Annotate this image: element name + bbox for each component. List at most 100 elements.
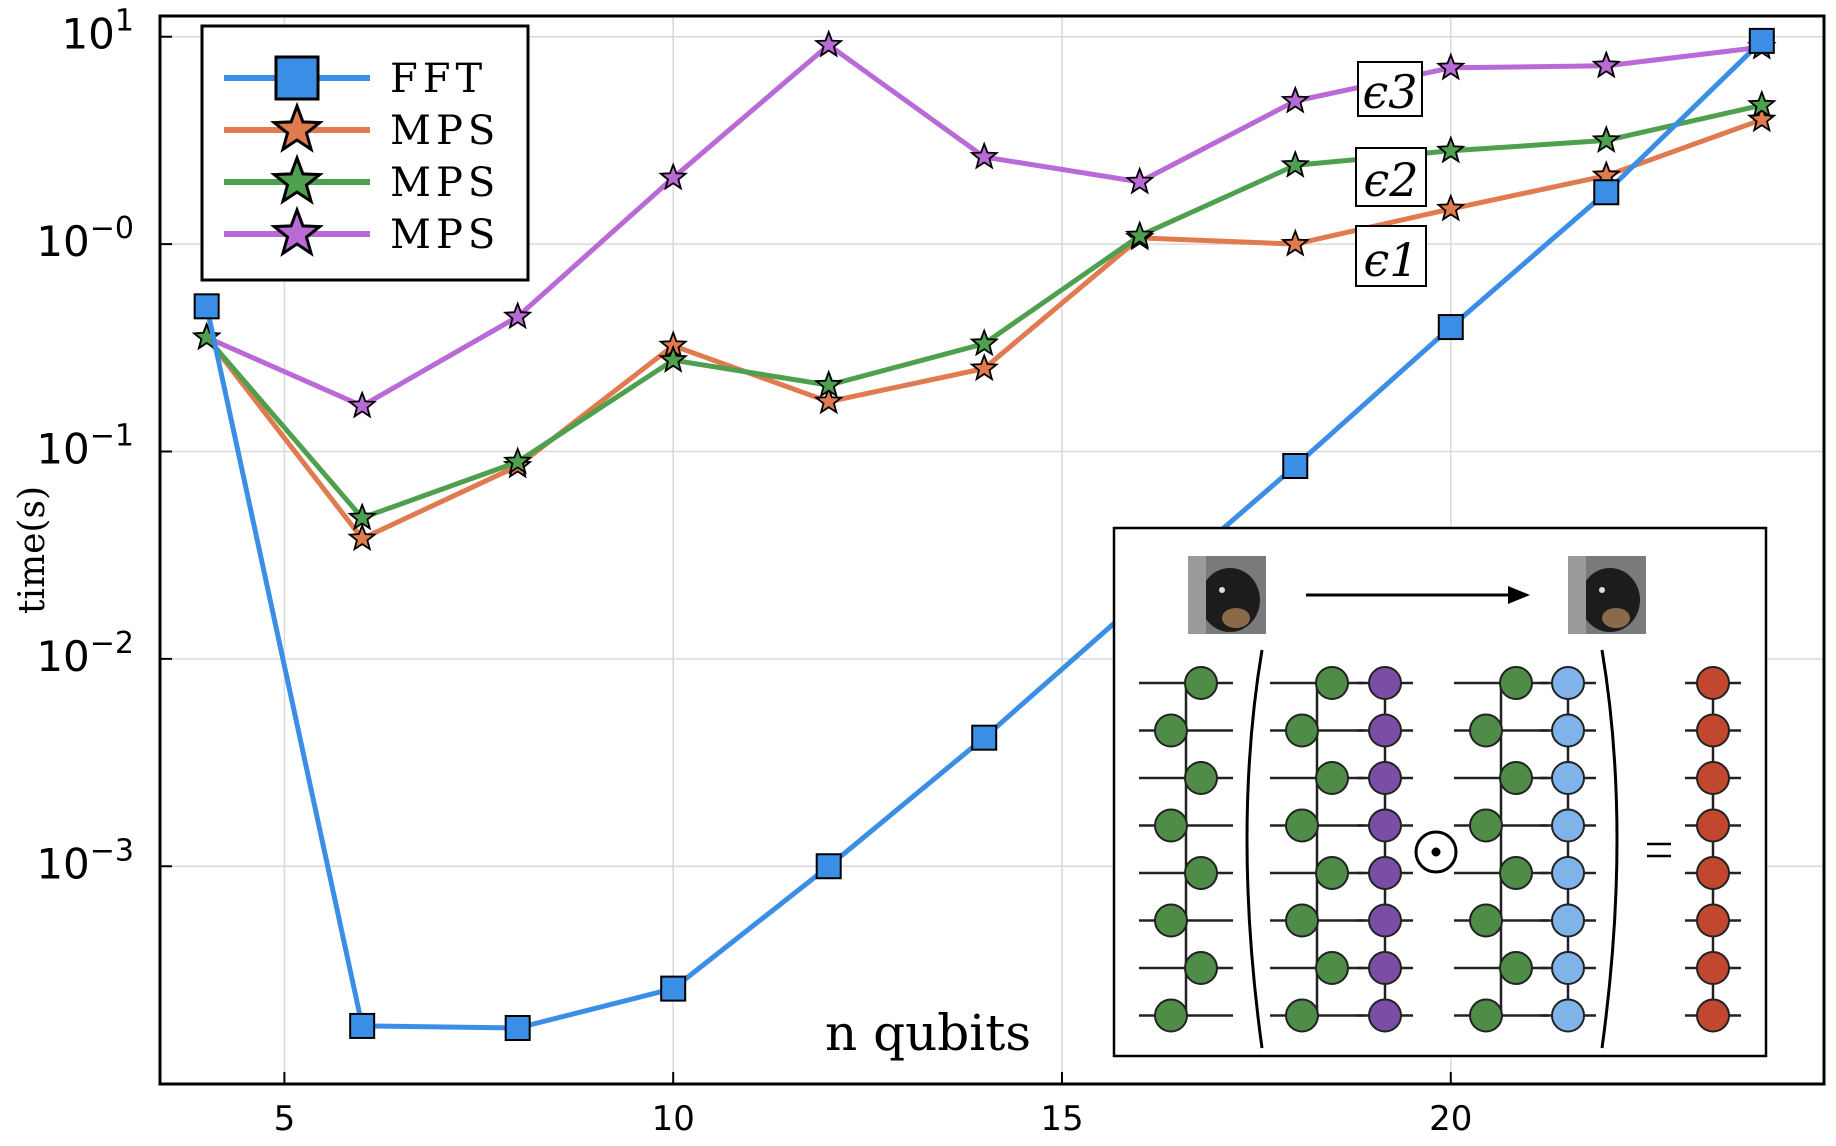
tensor-node (1154, 903, 1188, 938)
x-axis-label-box: n qubits (800, 994, 1050, 1066)
data-point (969, 352, 1000, 382)
tensor-node (1285, 713, 1319, 748)
tensor-node (1469, 998, 1503, 1033)
tensor-node (1368, 666, 1402, 700)
y-tick-label: 10−3 (36, 833, 134, 888)
data-point (1280, 228, 1311, 257)
data-point (347, 390, 377, 419)
tensor-node (1696, 713, 1730, 748)
data-point (969, 141, 1000, 170)
tensor-node (1184, 761, 1218, 795)
tensor-node (1368, 856, 1402, 890)
legend-marker (274, 55, 320, 101)
tensor-node (1551, 666, 1585, 700)
legend-marker (270, 153, 324, 205)
tensor-node (1696, 761, 1730, 795)
data-point (347, 502, 377, 531)
data-point (1435, 52, 1466, 81)
x-tick-label: 10 (652, 1099, 695, 1139)
data-point (504, 1015, 531, 1042)
tensor-node (1315, 666, 1349, 700)
data-point (1280, 149, 1311, 178)
legend-marker (270, 101, 324, 153)
axes (158, 14, 1826, 1086)
dog-photo-input (1188, 556, 1266, 634)
data-point (1591, 50, 1621, 79)
tensor-node (1696, 808, 1730, 843)
tensor-node (1551, 951, 1585, 985)
tensor-node (1499, 951, 1533, 985)
tensor-node (1285, 808, 1319, 843)
legend-label: MPS (390, 212, 500, 258)
tensor-node (1469, 903, 1503, 938)
tensor-node (1499, 666, 1533, 700)
data-point (193, 293, 220, 320)
tensor-node (1551, 903, 1585, 938)
annotation-epsilon1: ϵ1 (1355, 225, 1427, 287)
annotation-epsilon1-label: ϵ1 (1363, 233, 1418, 287)
data-point (1746, 89, 1777, 118)
data-point (658, 344, 689, 373)
data-point (502, 301, 533, 330)
tensor-node (1184, 666, 1218, 700)
tensor-node (1696, 903, 1730, 938)
y-axis-label: time(s) (12, 486, 53, 614)
data-point (813, 29, 844, 58)
data-point (1280, 85, 1311, 114)
series (191, 27, 1777, 1042)
legend-label: MPS (390, 160, 500, 206)
x-axis-ticks: 5 10 15 20 (274, 1072, 1472, 1139)
y-axis-ticks: 10−3 10−2 10−1 10−0 101 (36, 4, 172, 888)
data-point (347, 523, 377, 552)
mps-chains (1139, 666, 1741, 1033)
y-tick-label: 101 (61, 4, 134, 59)
legend-label: FFT (390, 56, 487, 102)
tensor-node (1368, 903, 1402, 938)
legend-marker (270, 205, 324, 257)
data-point (813, 386, 844, 415)
right-paren (1600, 649, 1619, 1049)
data-point (1591, 124, 1622, 153)
tensor-node (1315, 951, 1349, 985)
data-point (969, 328, 999, 357)
data-point (1593, 179, 1620, 206)
tensor-node (1696, 951, 1730, 985)
data-point (502, 446, 533, 475)
tensor-node (1368, 761, 1402, 795)
tensor-node (1551, 761, 1585, 795)
tensor-node (1184, 951, 1218, 985)
annotation-epsilon2-label: ϵ2 (1363, 153, 1418, 207)
legend: FFT MPS MPS MPS (200, 24, 530, 282)
left-paren (1245, 649, 1264, 1049)
data-point (1436, 135, 1466, 164)
data-point (1748, 27, 1775, 54)
tensor-node (1551, 808, 1585, 843)
y-tick-label: 10−2 (36, 626, 134, 681)
data-point (658, 162, 689, 191)
series-2-mps (191, 89, 1777, 531)
tensor-node (1368, 998, 1402, 1033)
x-axis-label: n qubits (825, 1004, 1031, 1062)
annotation-epsilon3: ϵ3 (1357, 61, 1423, 119)
arrow-icon (1508, 586, 1530, 604)
data-point (971, 724, 998, 751)
data-point (1124, 166, 1155, 195)
dog-photo-output (1568, 556, 1646, 634)
data-point (1124, 220, 1155, 249)
tensor-node (1499, 761, 1533, 795)
tensor-node (1154, 808, 1188, 843)
annotation-epsilon3-label: ϵ3 (1362, 65, 1417, 119)
tensor-node (1285, 998, 1319, 1033)
plot-frame (158, 14, 1826, 1086)
data-point (815, 853, 842, 880)
data-point (813, 369, 844, 398)
hadamard-product-icon (1414, 830, 1458, 874)
data-point (1436, 193, 1466, 222)
x-tick-label: 5 (274, 1099, 296, 1139)
annotation-epsilon2: ϵ2 (1355, 147, 1427, 207)
tensor-node (1184, 856, 1218, 890)
tensor-node (1469, 713, 1503, 748)
data-point (191, 321, 222, 351)
tensor-node (1368, 808, 1402, 843)
